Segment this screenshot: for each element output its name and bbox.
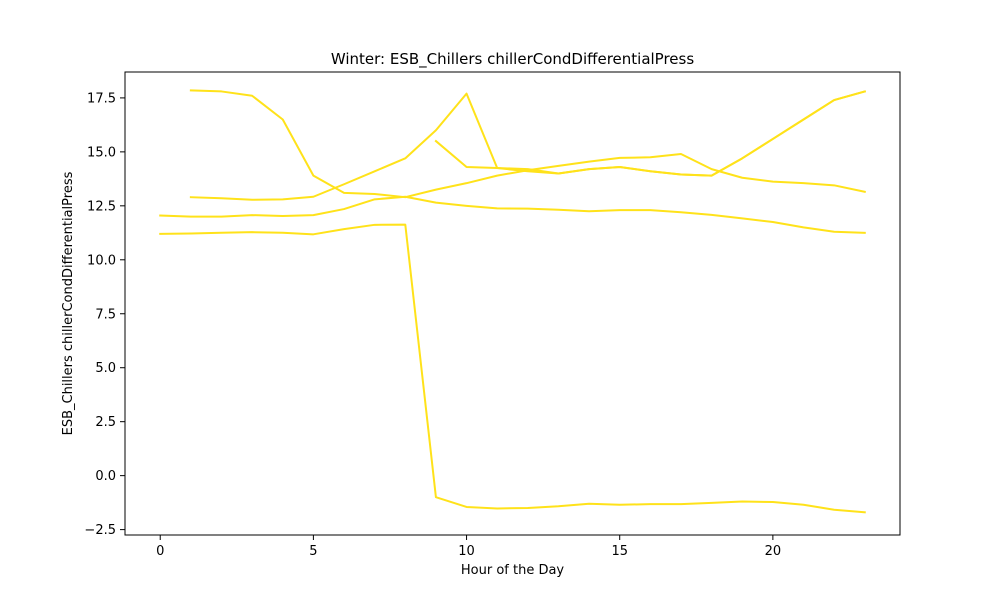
y-tick-label: 2.5 <box>95 415 116 430</box>
x-axis-label: Hour of the Day <box>461 563 565 578</box>
series-line-2 <box>159 195 866 234</box>
series-group <box>159 89 867 514</box>
chart-title: Winter: ESB_Chillers chillerCondDifferen… <box>331 50 695 69</box>
y-tick-label: 15.0 <box>87 145 116 160</box>
x-tick-label: 5 <box>309 544 317 559</box>
y-tick-label: 12.5 <box>87 199 116 214</box>
y-tick-label: 17.5 <box>87 91 116 106</box>
y-tick-label: −2.5 <box>84 523 116 538</box>
y-tick-label: 5.0 <box>95 361 116 376</box>
x-tick-label: 15 <box>611 544 628 559</box>
y-tick-label: 7.5 <box>95 307 116 322</box>
plot-area: 0 5 10 15 20 −2.5 0.0 2.5 5.0 7.5 10.0 12.5 15.0 17.5 <box>84 71 901 559</box>
y-axis-label: ESB_Chillers chillerCondDifferentialPres… <box>61 171 76 435</box>
y-tick-label: 0.0 <box>95 469 116 484</box>
series-line-5 <box>434 90 867 177</box>
x-tick-label: 0 <box>156 544 164 559</box>
series-line-4 <box>189 89 866 199</box>
plot-frame <box>124 71 901 536</box>
x-tick-label: 20 <box>765 544 782 559</box>
series-line-1 <box>159 223 866 514</box>
y-tick-label: 10.0 <box>87 253 116 268</box>
x-tick-label: 10 <box>458 544 475 559</box>
